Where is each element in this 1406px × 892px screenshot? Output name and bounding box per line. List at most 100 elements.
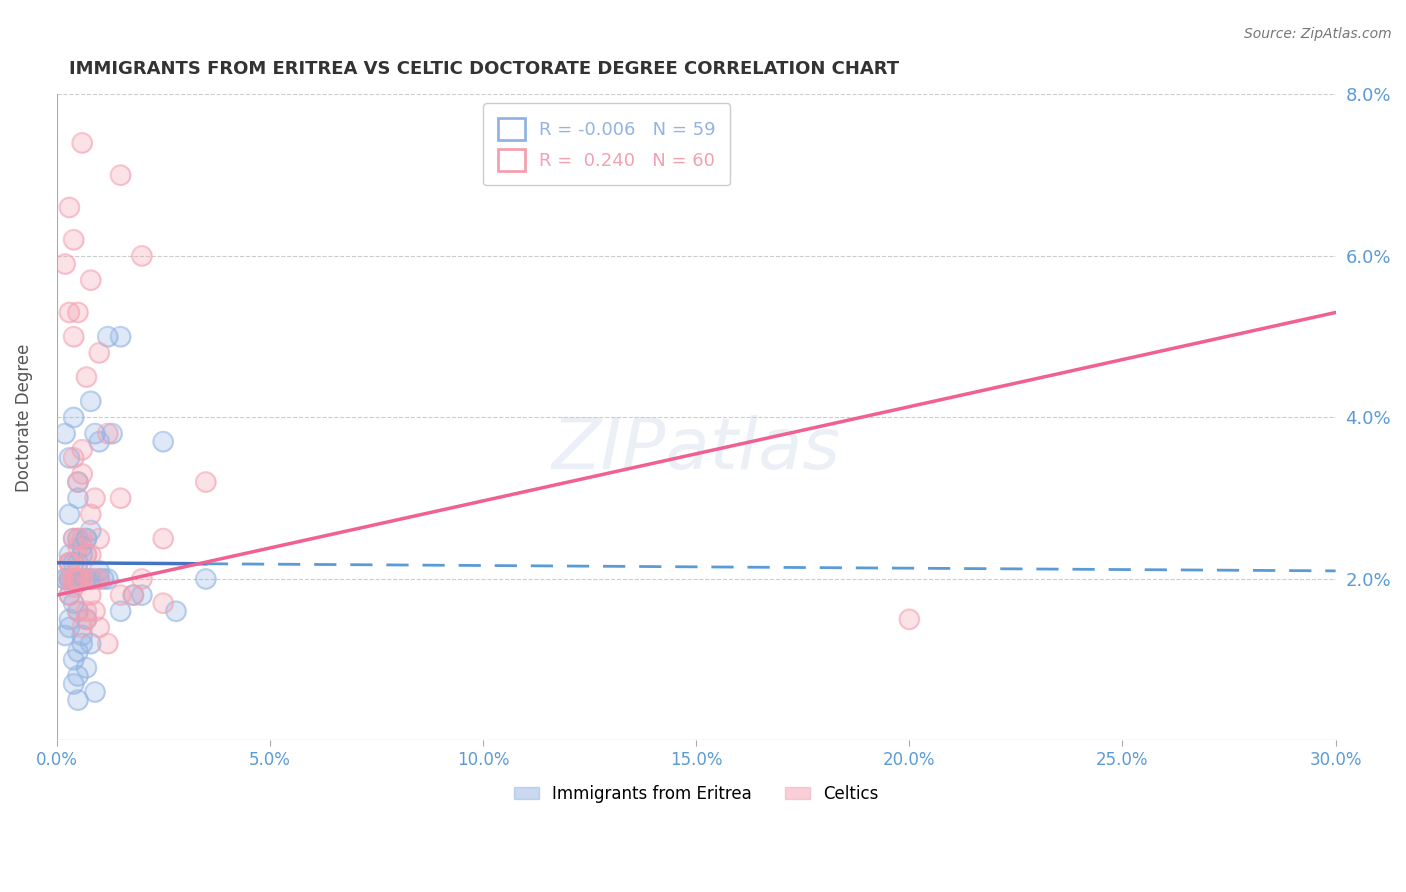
Point [89,532,111,546]
Point [66,669,89,683]
Point [66,564,89,578]
Point [75,572,97,586]
Point [70,572,93,586]
Point [58,588,80,602]
Point [66,604,89,618]
Point [70,636,93,650]
Point [62,410,84,425]
Point [89,564,111,578]
Point [131,588,153,602]
Point [58,548,80,562]
Point [70,548,93,562]
Point [80,548,103,562]
Point [97,572,120,586]
Point [58,588,80,602]
Point [58,572,80,586]
Point [101,426,124,441]
Point [66,604,89,618]
Point [97,329,120,343]
Point [66,475,89,489]
Point [89,434,111,449]
Point [53,628,76,642]
Text: Source: ZipAtlas.com: Source: ZipAtlas.com [1244,27,1392,41]
Point [58,572,80,586]
Point [80,572,103,586]
Point [75,548,97,562]
Point [66,532,89,546]
Point [58,572,80,586]
Point [58,556,80,570]
Point [66,572,89,586]
Point [89,564,111,578]
Point [84,604,107,618]
Point [66,604,89,618]
Point [131,572,153,586]
Point [66,604,89,618]
Point [75,661,97,675]
Point [58,556,80,570]
Point [97,426,120,441]
Point [70,467,93,481]
Point [80,588,103,602]
Point [58,588,80,602]
Point [62,572,84,586]
Point [58,556,80,570]
Point [58,556,80,570]
Point [66,556,89,570]
Point [62,596,84,610]
Point [80,572,103,586]
Point [66,532,89,546]
Point [62,329,84,343]
Point [62,653,84,667]
Point [66,491,89,506]
Point [165,604,187,618]
Legend: Immigrants from Eritrea, Celtics: Immigrants from Eritrea, Celtics [508,779,886,810]
Point [62,233,84,247]
Point [165,604,187,618]
Point [152,596,174,610]
Point [84,685,107,699]
Point [80,508,103,522]
Point [89,434,111,449]
Point [62,572,84,586]
Point [53,257,76,271]
Point [53,257,76,271]
Point [62,677,84,691]
Point [75,532,97,546]
Point [75,548,97,562]
Point [62,677,84,691]
Point [89,620,111,634]
Point [66,532,89,546]
Point [66,572,89,586]
Point [66,475,89,489]
Point [89,346,111,360]
Point [122,588,145,602]
Point [53,572,76,586]
Point [80,508,103,522]
Point [898,612,921,626]
Point [75,604,97,618]
Point [194,572,217,586]
Point [62,410,84,425]
Point [66,572,89,586]
Point [70,620,93,634]
Point [97,329,120,343]
Point [62,450,84,465]
Point [101,426,124,441]
Point [53,572,76,586]
Point [62,580,84,594]
Point [53,572,76,586]
Point [110,329,132,343]
Point [110,491,132,506]
Point [152,434,174,449]
Point [89,572,111,586]
Point [110,604,132,618]
Point [84,491,107,506]
Point [70,540,93,554]
Point [53,628,76,642]
Point [62,572,84,586]
Text: ZIPatlas: ZIPatlas [551,416,841,484]
Point [66,669,89,683]
Point [84,426,107,441]
Point [84,491,107,506]
